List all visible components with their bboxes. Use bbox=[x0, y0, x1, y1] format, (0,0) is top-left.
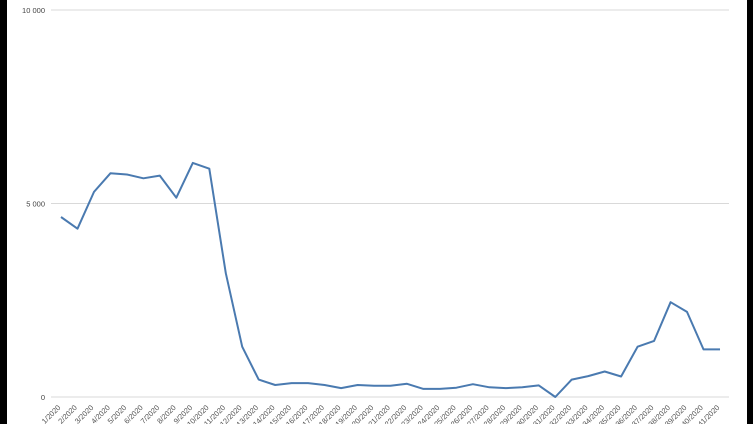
gridlines bbox=[51, 9, 729, 398]
y-tick-label: 0 bbox=[41, 393, 45, 402]
y-tick-label: 10 000 bbox=[22, 6, 45, 15]
y-axis-ticks: 0 5 000 10 000 bbox=[22, 6, 45, 402]
series-layer bbox=[60, 161, 721, 398]
x-axis-ticks: 1/20202/20203/20204/20205/20206/20207/20… bbox=[40, 403, 722, 424]
y-tick-label: 5 000 bbox=[26, 200, 45, 209]
series-line bbox=[60, 161, 720, 398]
line-chart: 0 5 000 10 000 1/20202/20203/20204/20205/2… bbox=[22, 6, 729, 424]
chart-area: 0 5 000 10 000 1/2020 2/2020 3/2020 4/2020 5/2… bbox=[7, 0, 747, 424]
